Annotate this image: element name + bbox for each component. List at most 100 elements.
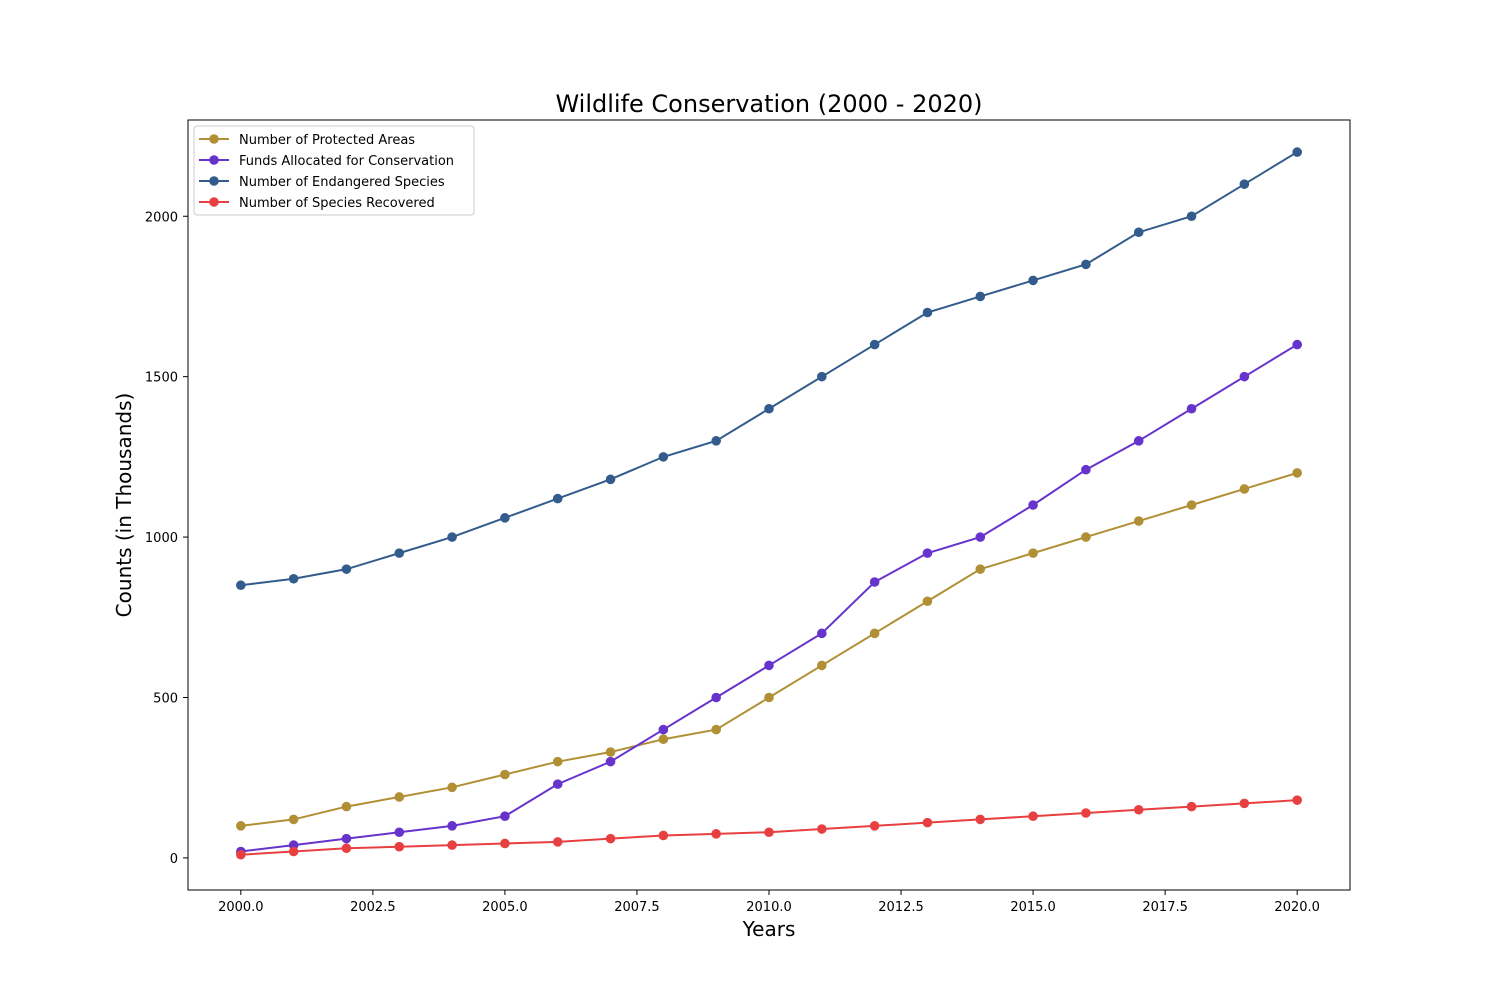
data-point xyxy=(922,307,933,318)
data-point xyxy=(1028,500,1038,510)
series-layer xyxy=(236,147,1302,860)
data-point xyxy=(1081,532,1091,542)
data-point xyxy=(1081,464,1091,475)
data-point xyxy=(922,596,933,607)
x-tick-label: 2020.0 xyxy=(1274,900,1320,915)
x-tick-label: 2007.5 xyxy=(614,900,660,915)
data-point xyxy=(341,833,352,844)
legend-item: Number of Species Recovered xyxy=(199,196,435,211)
data-point xyxy=(869,821,880,831)
x-tick-label: 2010.0 xyxy=(746,900,792,915)
data-point xyxy=(447,782,457,793)
y-axis-label: Counts (in Thousands) xyxy=(112,393,136,618)
data-point xyxy=(394,827,405,838)
data-point xyxy=(447,821,457,831)
x-axis-label: Years xyxy=(742,917,796,941)
data-point xyxy=(1239,371,1250,382)
data-point xyxy=(1186,211,1197,222)
data-point xyxy=(1081,259,1091,270)
data-point xyxy=(552,779,563,789)
y-tick-label: 0 xyxy=(170,852,178,867)
x-tick-label: 2005.0 xyxy=(482,900,528,915)
data-point xyxy=(605,474,616,485)
data-point xyxy=(817,628,827,639)
y-tick-label: 1500 xyxy=(145,371,178,386)
data-point xyxy=(394,841,405,852)
data-point xyxy=(711,829,721,839)
data-point xyxy=(341,801,352,812)
legend-item: Funds Allocated for Conservation xyxy=(199,154,454,169)
legend-item: Number of Endangered Species xyxy=(199,175,445,190)
data-point xyxy=(447,840,457,850)
data-point xyxy=(1081,808,1091,818)
data-point xyxy=(975,814,986,825)
chart-title: Wildlife Conservation (2000 - 2020) xyxy=(555,90,982,118)
data-point xyxy=(764,660,774,671)
data-point xyxy=(1133,436,1144,446)
data-point xyxy=(975,532,986,542)
legend-box xyxy=(193,125,475,216)
series-line xyxy=(240,343,1298,853)
data-point xyxy=(1292,339,1302,350)
data-point xyxy=(552,756,563,767)
data-point xyxy=(869,577,880,587)
data-point xyxy=(447,532,457,542)
data-point xyxy=(1239,798,1250,809)
data-point xyxy=(922,817,933,828)
series-1 xyxy=(236,468,1302,831)
series-3 xyxy=(236,147,1302,591)
data-point xyxy=(817,371,827,382)
data-point xyxy=(394,792,405,802)
data-point xyxy=(341,843,352,854)
data-point xyxy=(500,838,510,849)
series-line xyxy=(240,471,1298,827)
y-axis: 0 500 1000 1500 2000 xyxy=(145,210,188,867)
series-4 xyxy=(236,795,1302,860)
data-point xyxy=(975,564,986,574)
data-point xyxy=(236,849,246,860)
legend-marker xyxy=(209,176,219,186)
data-point xyxy=(869,628,880,639)
x-tick-label: 2012.5 xyxy=(878,900,924,915)
x-tick-label: 2002.5 xyxy=(350,900,396,915)
x-tick-label: 2017.5 xyxy=(1142,900,1188,915)
data-point xyxy=(288,814,299,825)
data-point xyxy=(1292,147,1302,157)
data-point xyxy=(658,724,669,735)
data-point xyxy=(288,573,299,584)
data-point xyxy=(605,756,616,767)
data-point xyxy=(1028,275,1038,286)
legend-label: Number of Species Recovered xyxy=(239,196,435,211)
x-tick-label: 2015.0 xyxy=(1010,900,1056,915)
legend: Number of Protected Areas Funds Allocated… xyxy=(193,125,475,216)
data-point xyxy=(394,548,405,558)
data-point xyxy=(1028,548,1038,558)
legend-label: Number of Protected Areas xyxy=(239,133,415,148)
legend-marker xyxy=(209,134,219,144)
data-point xyxy=(658,830,669,841)
data-point xyxy=(1186,403,1197,414)
data-point xyxy=(288,846,299,857)
series-2 xyxy=(236,339,1302,857)
data-point xyxy=(711,692,721,703)
data-point xyxy=(1239,484,1250,494)
data-point xyxy=(711,436,721,446)
data-point xyxy=(236,580,246,591)
data-point xyxy=(869,339,880,350)
legend-label: Funds Allocated for Conservation xyxy=(239,154,454,169)
legend-item: Number of Protected Areas xyxy=(199,133,415,148)
x-axis: 2000.0 2002.5 2005.0 2007.5 2010.0 2012.5 2015… xyxy=(218,890,1320,915)
legend-marker xyxy=(209,155,219,165)
legend-label: Number of Endangered Species xyxy=(239,175,445,190)
plot-area-frame xyxy=(187,119,1351,891)
data-point xyxy=(658,452,669,462)
data-point xyxy=(605,833,616,844)
data-point xyxy=(1239,179,1250,189)
y-tick-label: 500 xyxy=(153,692,178,707)
data-point xyxy=(975,291,986,302)
data-point xyxy=(764,827,774,838)
data-point xyxy=(341,564,352,574)
data-point xyxy=(605,747,616,757)
data-point xyxy=(500,769,510,780)
